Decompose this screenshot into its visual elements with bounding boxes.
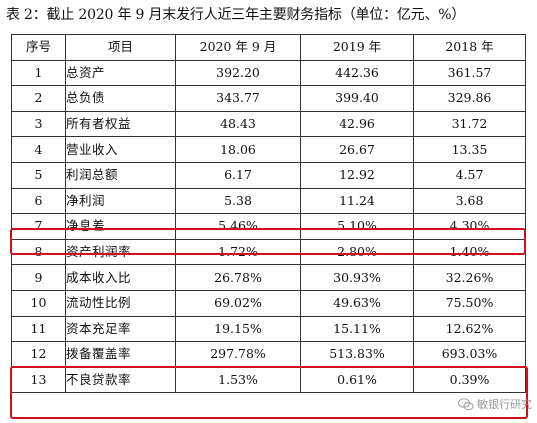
- value-2018: 75.50%: [413, 289, 526, 317]
- table-row: 8 资产利润率 1.72% 2.80% 1.40%: [11, 238, 526, 266]
- row-item-name: 资本充足率: [65, 315, 176, 343]
- watermark: 敏银行研究: [458, 395, 532, 413]
- row-item-name: 所有者权益: [65, 110, 176, 138]
- value-2018: 1.40%: [413, 238, 526, 266]
- value-2019: 42.96: [300, 110, 414, 138]
- row-item-name: 总负债: [65, 85, 176, 112]
- row-item-name: 营业收入: [65, 136, 176, 163]
- value-2020-sep: 6.17: [175, 161, 301, 189]
- row-item-name: 流动性比例: [65, 289, 176, 317]
- value-2018: 693.03%: [413, 341, 526, 368]
- table-header-row: 序号 项目 2020 年 9 月 2019 年 2018 年: [11, 34, 526, 61]
- table-row: 3 所有者权益 48.43 42.96 31.72: [11, 110, 526, 138]
- table-row: 6 净利润 5.38 11.24 3.68: [11, 187, 526, 215]
- row-number: 9: [11, 264, 66, 291]
- value-2019: 12.92: [300, 161, 414, 189]
- table-row: 9 成本收入比 26.78% 30.93% 32.26%: [11, 264, 526, 291]
- value-2019: 0.61%: [300, 366, 414, 394]
- row-number: 8: [11, 238, 66, 266]
- row-number: 10: [11, 289, 66, 317]
- value-2020-sep: 1.72%: [175, 238, 301, 266]
- value-2018: 32.26%: [413, 264, 526, 291]
- value-2020-sep: 1.53%: [175, 366, 301, 394]
- row-item-name: 不良贷款率: [65, 366, 176, 394]
- value-2020-sep: 48.43: [175, 110, 301, 138]
- value-2020-sep: 69.02%: [175, 289, 301, 317]
- value-2020-sep: 392.20: [175, 59, 301, 87]
- header-col3: 2018 年: [413, 34, 526, 61]
- row-number: 11: [11, 315, 66, 343]
- row-item-name: 利润总额: [65, 161, 176, 189]
- table-row: 5 利润总额 6.17 12.92 4.57: [11, 161, 526, 189]
- value-2018: 361.57: [413, 59, 526, 87]
- row-item-name: 净息差: [65, 213, 176, 240]
- header-item: 项目: [65, 34, 176, 61]
- value-2018: 13.35: [413, 136, 526, 163]
- value-2018: 4.57: [413, 161, 526, 189]
- row-number: 1: [11, 59, 66, 87]
- value-2020-sep: 26.78%: [175, 264, 301, 291]
- value-2019: 5.10%: [300, 213, 414, 240]
- value-2019: 15.11%: [300, 315, 414, 343]
- header-col1: 2020 年 9 月: [175, 34, 301, 61]
- table-row: 10 流动性比例 69.02% 49.63% 75.50%: [11, 289, 526, 317]
- value-2018: 31.72: [413, 110, 526, 138]
- value-2019: 49.63%: [300, 289, 414, 317]
- row-number: 13: [11, 366, 66, 394]
- row-number: 2: [11, 85, 66, 112]
- value-2019: 30.93%: [300, 264, 414, 291]
- value-2019: 442.36: [300, 59, 414, 87]
- row-number: 6: [11, 187, 66, 215]
- value-2020-sep: 343.77: [175, 85, 301, 112]
- table-row: 13 不良贷款率 1.53% 0.61% 0.39%: [11, 366, 526, 394]
- table-row: 11 资本充足率 19.15% 15.11% 12.62%: [11, 315, 526, 343]
- value-2020-sep: 297.78%: [175, 341, 301, 368]
- row-item-name: 拨备覆盖率: [65, 341, 176, 368]
- value-2018: 4.30%: [413, 213, 526, 240]
- row-number: 7: [11, 213, 66, 240]
- row-item-name: 净利润: [65, 187, 176, 215]
- value-2019: 26.67: [300, 136, 414, 163]
- value-2018: 329.86: [413, 85, 526, 112]
- header-col2: 2019 年: [300, 34, 414, 61]
- value-2019: 513.83%: [300, 341, 414, 368]
- wechat-icon: [458, 397, 474, 410]
- header-no: 序号: [11, 34, 66, 61]
- watermark-text: 敏银行研究: [477, 398, 532, 411]
- value-2018: 0.39%: [413, 366, 526, 394]
- value-2019: 11.24: [300, 187, 414, 215]
- table-row: 4 营业收入 18.06 26.67 13.35: [11, 136, 526, 163]
- row-item-name: 总资产: [65, 59, 176, 87]
- value-2019: 399.40: [300, 85, 414, 112]
- table-row: 12 拨备覆盖率 297.78% 513.83% 693.03%: [11, 341, 526, 368]
- table-row: 2 总负债 343.77 399.40 329.86: [11, 85, 526, 112]
- value-2018: 3.68: [413, 187, 526, 215]
- value-2019: 2.80%: [300, 238, 414, 266]
- value-2018: 12.62%: [413, 315, 526, 343]
- value-2020-sep: 5.46%: [175, 213, 301, 240]
- value-2020-sep: 5.38: [175, 187, 301, 215]
- row-item-name: 资产利润率: [65, 238, 176, 266]
- row-number: 3: [11, 110, 66, 138]
- table-row: 7 净息差 5.46% 5.10% 4.30%: [11, 213, 526, 240]
- table-caption: 表 2：截止 2020 年 9 月末发行人近三年主要财务指标（单位：亿元、%）: [6, 7, 466, 23]
- row-number: 12: [11, 341, 66, 368]
- table-row: 1 总资产 392.20 442.36 361.57: [11, 59, 526, 87]
- row-item-name: 成本收入比: [65, 264, 176, 291]
- value-2020-sep: 19.15%: [175, 315, 301, 343]
- row-number: 4: [11, 136, 66, 163]
- financial-indicators-table: 序号 项目 2020 年 9 月 2019 年 2018 年 1 总资产 392.2…: [11, 34, 526, 394]
- value-2020-sep: 18.06: [175, 136, 301, 163]
- row-number: 5: [11, 161, 66, 189]
